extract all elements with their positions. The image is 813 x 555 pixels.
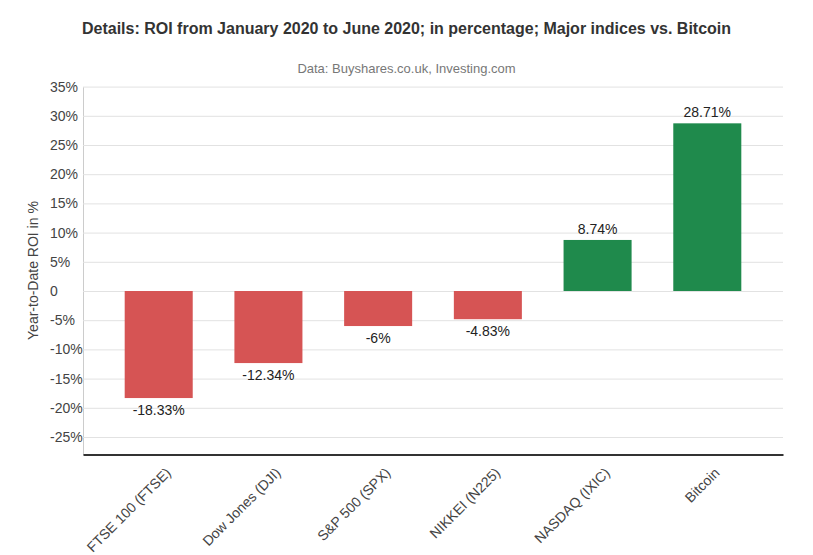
y-tick: 15% xyxy=(50,195,783,211)
y-tick: 5% xyxy=(50,254,783,270)
x-tick-label: NASDAQ (IXIC) xyxy=(531,464,613,546)
data-label: -6% xyxy=(366,330,391,346)
y-tick-label: 5% xyxy=(50,254,70,270)
x-tick-label: NIKKEI (N225) xyxy=(426,464,503,541)
subtitle: Data: Buyshares.co.uk, Investing.com xyxy=(297,61,515,76)
y-tick: 35% xyxy=(50,79,783,95)
data-label: -4.83% xyxy=(466,323,510,339)
y-tick: 10% xyxy=(50,225,783,241)
title: Details: ROI from January 2020 to June 2… xyxy=(82,20,731,37)
data-label: -18.33% xyxy=(133,402,185,418)
x-tick-label: FTSE 100 (FTSE) xyxy=(83,464,174,555)
bars xyxy=(125,123,742,398)
y-tick: 20% xyxy=(50,166,783,182)
data-labels: -18.33% -12.34% -6% -4.83% 8.74% 28.71% xyxy=(133,104,731,418)
y-axis-title: Year-to-Date ROI in % xyxy=(25,201,41,340)
y-tick-label: 30% xyxy=(50,108,78,124)
grid-line xyxy=(83,116,783,117)
x-tick: NASDAQ (IXIC) xyxy=(531,455,613,547)
y-tick: 25% xyxy=(50,137,783,153)
x-tick: FTSE 100 (FTSE) xyxy=(83,455,174,555)
x-axis-line xyxy=(84,454,784,456)
y-tick-label: 25% xyxy=(50,137,78,153)
y-axis: -25% -20% -15% -10% -5% 0 5% 10% 15% 20% 25% 30% 35% xyxy=(50,79,783,455)
x-tick-label: Dow Jones (DJI) xyxy=(199,464,283,548)
bar xyxy=(454,291,522,319)
bar xyxy=(234,291,302,363)
x-tick: S&P 500 (SPX) xyxy=(314,455,393,544)
y-tick-label: 0 xyxy=(50,283,58,299)
data-label: 28.71% xyxy=(684,104,731,120)
bar xyxy=(125,291,193,398)
y-tick-label: -5% xyxy=(50,312,75,328)
y-tick-label: -15% xyxy=(50,371,83,387)
x-tick: NIKKEI (N225) xyxy=(426,455,503,542)
data-label: -12.34% xyxy=(242,367,294,383)
x-axis: FTSE 100 (FTSE) Dow Jones (DJI) S&P 500 (S… xyxy=(83,455,783,555)
y-tick-label: 10% xyxy=(50,225,78,241)
grid-line xyxy=(83,408,783,409)
grid-line xyxy=(83,87,783,88)
y-tick: 30% xyxy=(50,108,783,124)
bar xyxy=(564,240,632,291)
y-tick-label: 35% xyxy=(50,79,78,95)
chart: Details: ROI from January 2020 to June 2… xyxy=(0,0,813,555)
x-tick-label: Bitcoin xyxy=(682,464,723,505)
y-tick-label: -10% xyxy=(50,341,83,357)
x-tick-label: S&P 500 (SPX) xyxy=(314,464,393,543)
y-tick-label: 20% xyxy=(50,166,78,182)
y-tick-label: -25% xyxy=(50,429,83,445)
y-tick: -25% xyxy=(50,429,783,445)
y-tick-label: -20% xyxy=(50,400,83,416)
grid-line xyxy=(83,437,783,438)
bar xyxy=(344,291,412,326)
x-tick: Bitcoin xyxy=(682,455,723,506)
x-tick: Dow Jones (DJI) xyxy=(199,455,283,549)
data-label: 8.74% xyxy=(578,221,618,237)
y-axis-line xyxy=(83,87,84,455)
bar xyxy=(673,123,741,291)
y-tick-label: 15% xyxy=(50,195,78,211)
